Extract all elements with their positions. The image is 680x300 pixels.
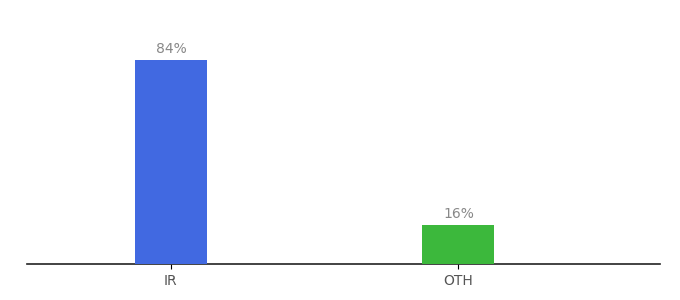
Bar xyxy=(135,60,207,264)
Text: 16%: 16% xyxy=(443,208,474,221)
Bar xyxy=(422,225,494,264)
Text: 84%: 84% xyxy=(156,42,186,56)
